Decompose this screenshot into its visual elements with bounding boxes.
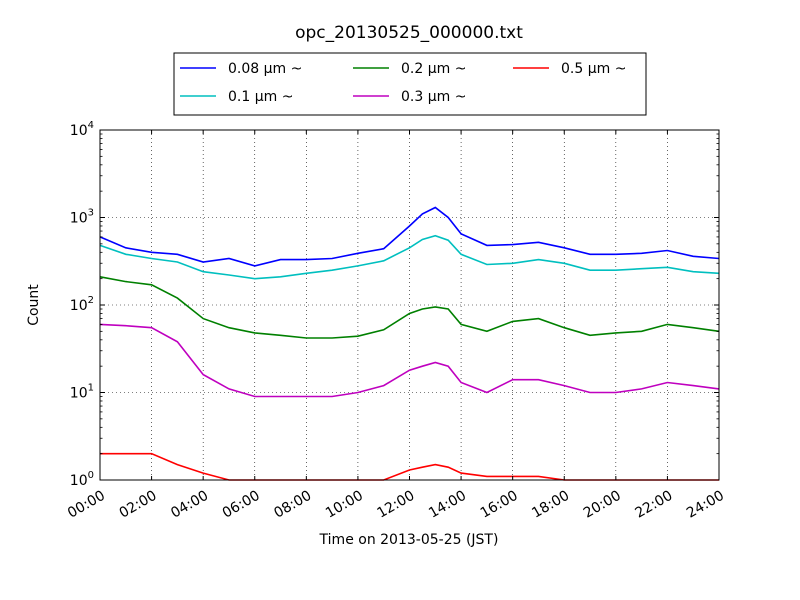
- y-tick-label: 103: [70, 208, 94, 227]
- legend-box: [173, 52, 647, 116]
- y-axis-label: Count: [26, 284, 42, 326]
- series-line-2: [99, 234, 720, 280]
- series-line-1: [99, 206, 720, 267]
- y-tick-label: 104: [70, 120, 94, 139]
- series-line-3: [99, 276, 720, 339]
- legend-label: 0.3 μm ~: [401, 89, 466, 105]
- x-axis-label: Time on 2013-05-25 (JST): [319, 532, 499, 548]
- legend-label: 0.08 μm ~: [228, 61, 302, 77]
- series-line-4: [99, 323, 720, 398]
- legend: 0.08 μm ~ 0.1 μm ~ 0.2 μm ~ 0.3 μm ~ 0.5 μm …: [173, 52, 647, 116]
- legend-label: 0.1 μm ~: [228, 89, 293, 105]
- y-tick-label: 100: [70, 470, 94, 489]
- y-tick-label: 102: [70, 295, 94, 314]
- chart-title: opc_20130525_000000.txt: [295, 23, 523, 43]
- y-tick-label: 101: [70, 383, 94, 402]
- legend-label: 0.5 μm ~: [561, 61, 626, 77]
- legend-label: 0.2 μm ~: [401, 61, 466, 77]
